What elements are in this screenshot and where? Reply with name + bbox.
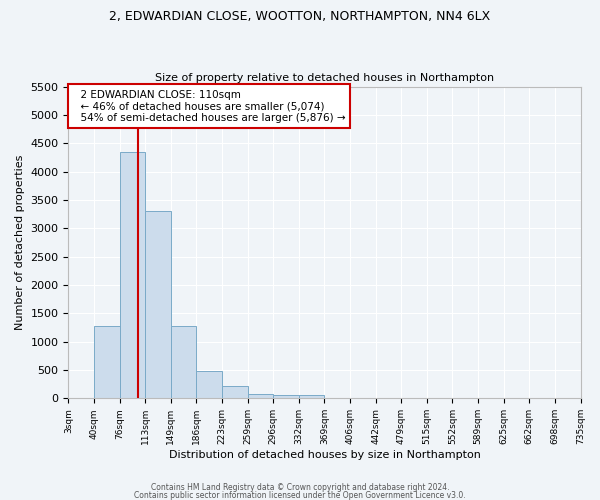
- Title: Size of property relative to detached houses in Northampton: Size of property relative to detached ho…: [155, 73, 494, 83]
- Bar: [222, 386, 248, 398]
- Text: 2, EDWARDIAN CLOSE, WOOTTON, NORTHAMPTON, NN4 6LX: 2, EDWARDIAN CLOSE, WOOTTON, NORTHAMPTON…: [109, 10, 491, 23]
- Bar: [248, 394, 273, 398]
- Bar: [94, 326, 119, 398]
- Bar: [145, 212, 171, 398]
- Bar: [119, 152, 145, 398]
- Bar: [273, 395, 299, 398]
- Bar: [171, 326, 196, 398]
- Bar: [196, 370, 222, 398]
- Text: Contains HM Land Registry data © Crown copyright and database right 2024.: Contains HM Land Registry data © Crown c…: [151, 484, 449, 492]
- Bar: [299, 395, 325, 398]
- X-axis label: Distribution of detached houses by size in Northampton: Distribution of detached houses by size …: [169, 450, 481, 460]
- Text: Contains public sector information licensed under the Open Government Licence v3: Contains public sector information licen…: [134, 490, 466, 500]
- Text: 2 EDWARDIAN CLOSE: 110sqm
  ← 46% of detached houses are smaller (5,074)
  54% o: 2 EDWARDIAN CLOSE: 110sqm ← 46% of detac…: [74, 90, 345, 123]
- Y-axis label: Number of detached properties: Number of detached properties: [15, 155, 25, 330]
